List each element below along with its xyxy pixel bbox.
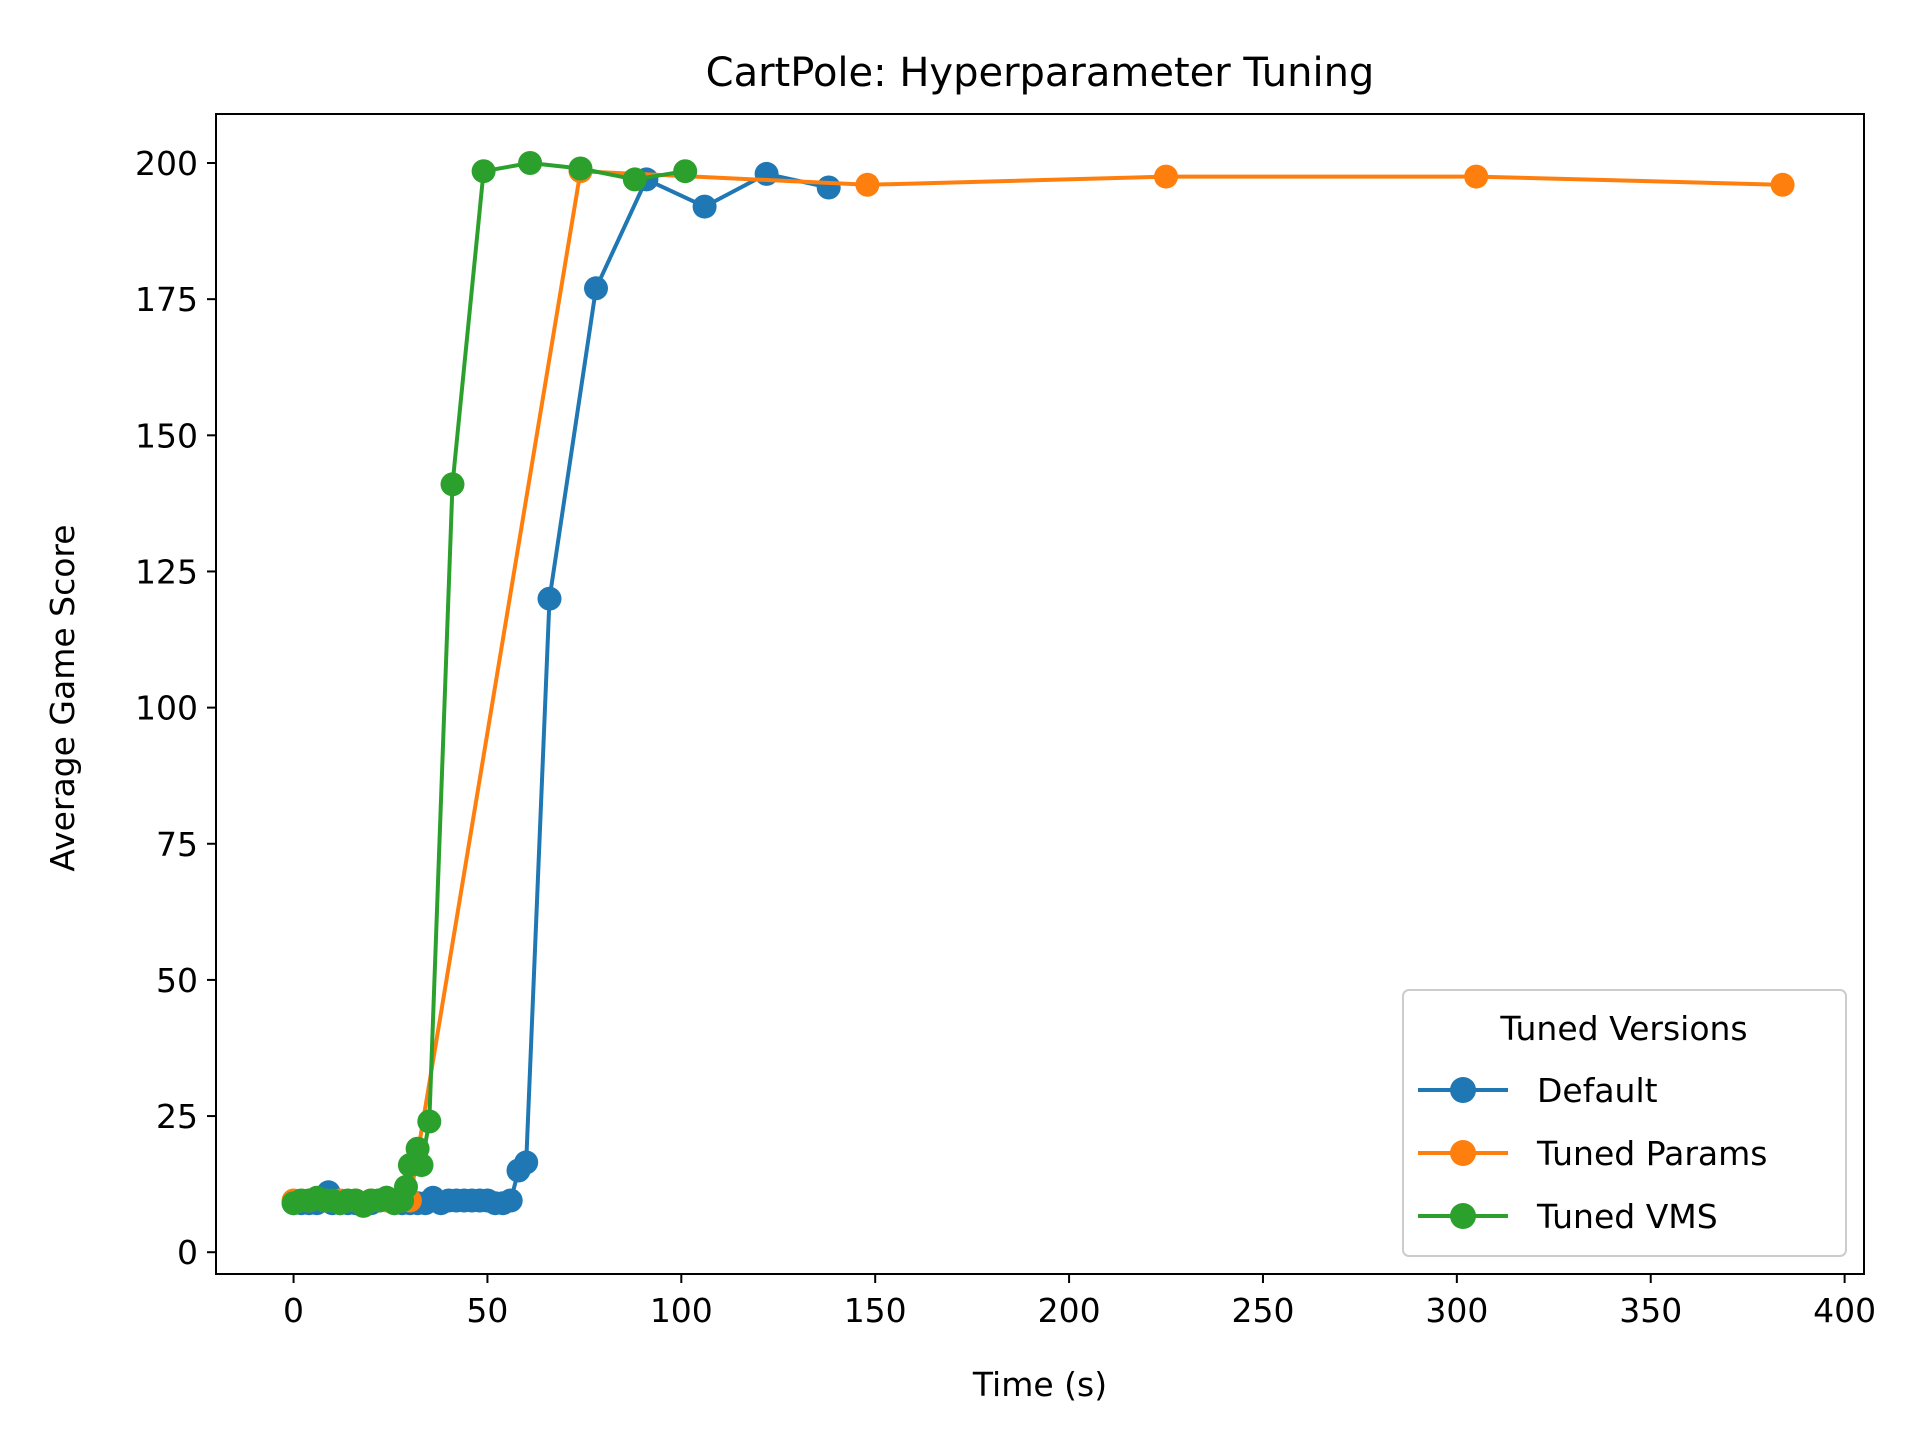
axis-ticks: 0 50 100 150 200 250 300 350 400 0 25 50 75 100 125 150…: [135, 144, 1876, 1330]
legend-marker-tuned-vms: [1450, 1203, 1476, 1229]
x-tick-label: 150: [844, 1291, 907, 1330]
y-axis-label: Average Game Score: [43, 524, 82, 871]
x-tick-label: 0: [283, 1291, 304, 1330]
y-tick-label: 125: [135, 552, 198, 591]
data-point-tuned-params: [1770, 172, 1795, 197]
data-point-tuned-vms: [440, 472, 465, 497]
y-tick-label: 50: [156, 961, 198, 1000]
data-point-default: [514, 1150, 539, 1175]
legend-title: Tuned Versions: [1499, 1009, 1747, 1048]
data-point-default: [692, 194, 717, 219]
data-point-default: [498, 1188, 523, 1213]
y-tick-label: 0: [177, 1233, 198, 1272]
data-point-tuned-vms: [673, 159, 698, 184]
legend-label-tuned-vms: Tuned VMS: [1536, 1197, 1718, 1236]
plot-series: [281, 151, 1795, 1218]
data-point-tuned-params: [1154, 164, 1178, 189]
x-axis-label: Time (s): [972, 1365, 1107, 1404]
legend-label-default: Default: [1537, 1071, 1658, 1110]
y-tick-label: 100: [135, 689, 198, 728]
chart-title: CartPole: Hyperparameter Tuning: [706, 50, 1375, 96]
data-point-tuned-vms: [568, 156, 593, 181]
data-point-default: [816, 175, 841, 200]
data-point-tuned-vms: [409, 1153, 434, 1178]
x-tick-label: 100: [650, 1291, 713, 1330]
y-tick-label: 175: [135, 280, 198, 319]
legend-label-tuned-params: Tuned Params: [1536, 1134, 1767, 1173]
data-point-tuned-vms: [394, 1174, 418, 1199]
plot-area-frame: [215, 113, 1865, 1275]
data-point-tuned-params: [1464, 164, 1489, 189]
series-tuned-vms: [281, 151, 698, 1218]
legend-marker-tuned-params: [1450, 1140, 1476, 1166]
x-tick-label: 50: [466, 1291, 508, 1330]
data-point-tuned-vms: [417, 1109, 442, 1134]
x-tick-label: 300: [1425, 1291, 1488, 1330]
legend-marker-default: [1450, 1077, 1476, 1103]
data-point-tuned-params: [855, 172, 880, 197]
data-point-tuned-vms: [471, 159, 496, 184]
legend-box: [1402, 989, 1847, 1257]
y-tick-label: 75: [156, 825, 198, 864]
legend: Tuned Versions Default Tuned Params Tune…: [1402, 989, 1847, 1257]
x-tick-label: 200: [1038, 1291, 1101, 1330]
x-tick-label: 350: [1619, 1291, 1682, 1330]
y-tick-label: 25: [156, 1097, 198, 1136]
y-tick-label: 150: [135, 416, 198, 455]
y-tick-label: 200: [135, 144, 198, 183]
x-tick-label: 250: [1231, 1291, 1294, 1330]
data-point-default: [537, 586, 562, 611]
data-point-tuned-vms: [518, 151, 543, 175]
data-point-default: [584, 276, 608, 301]
data-point-tuned-vms: [622, 167, 647, 192]
x-tick-label: 400: [1813, 1291, 1876, 1330]
